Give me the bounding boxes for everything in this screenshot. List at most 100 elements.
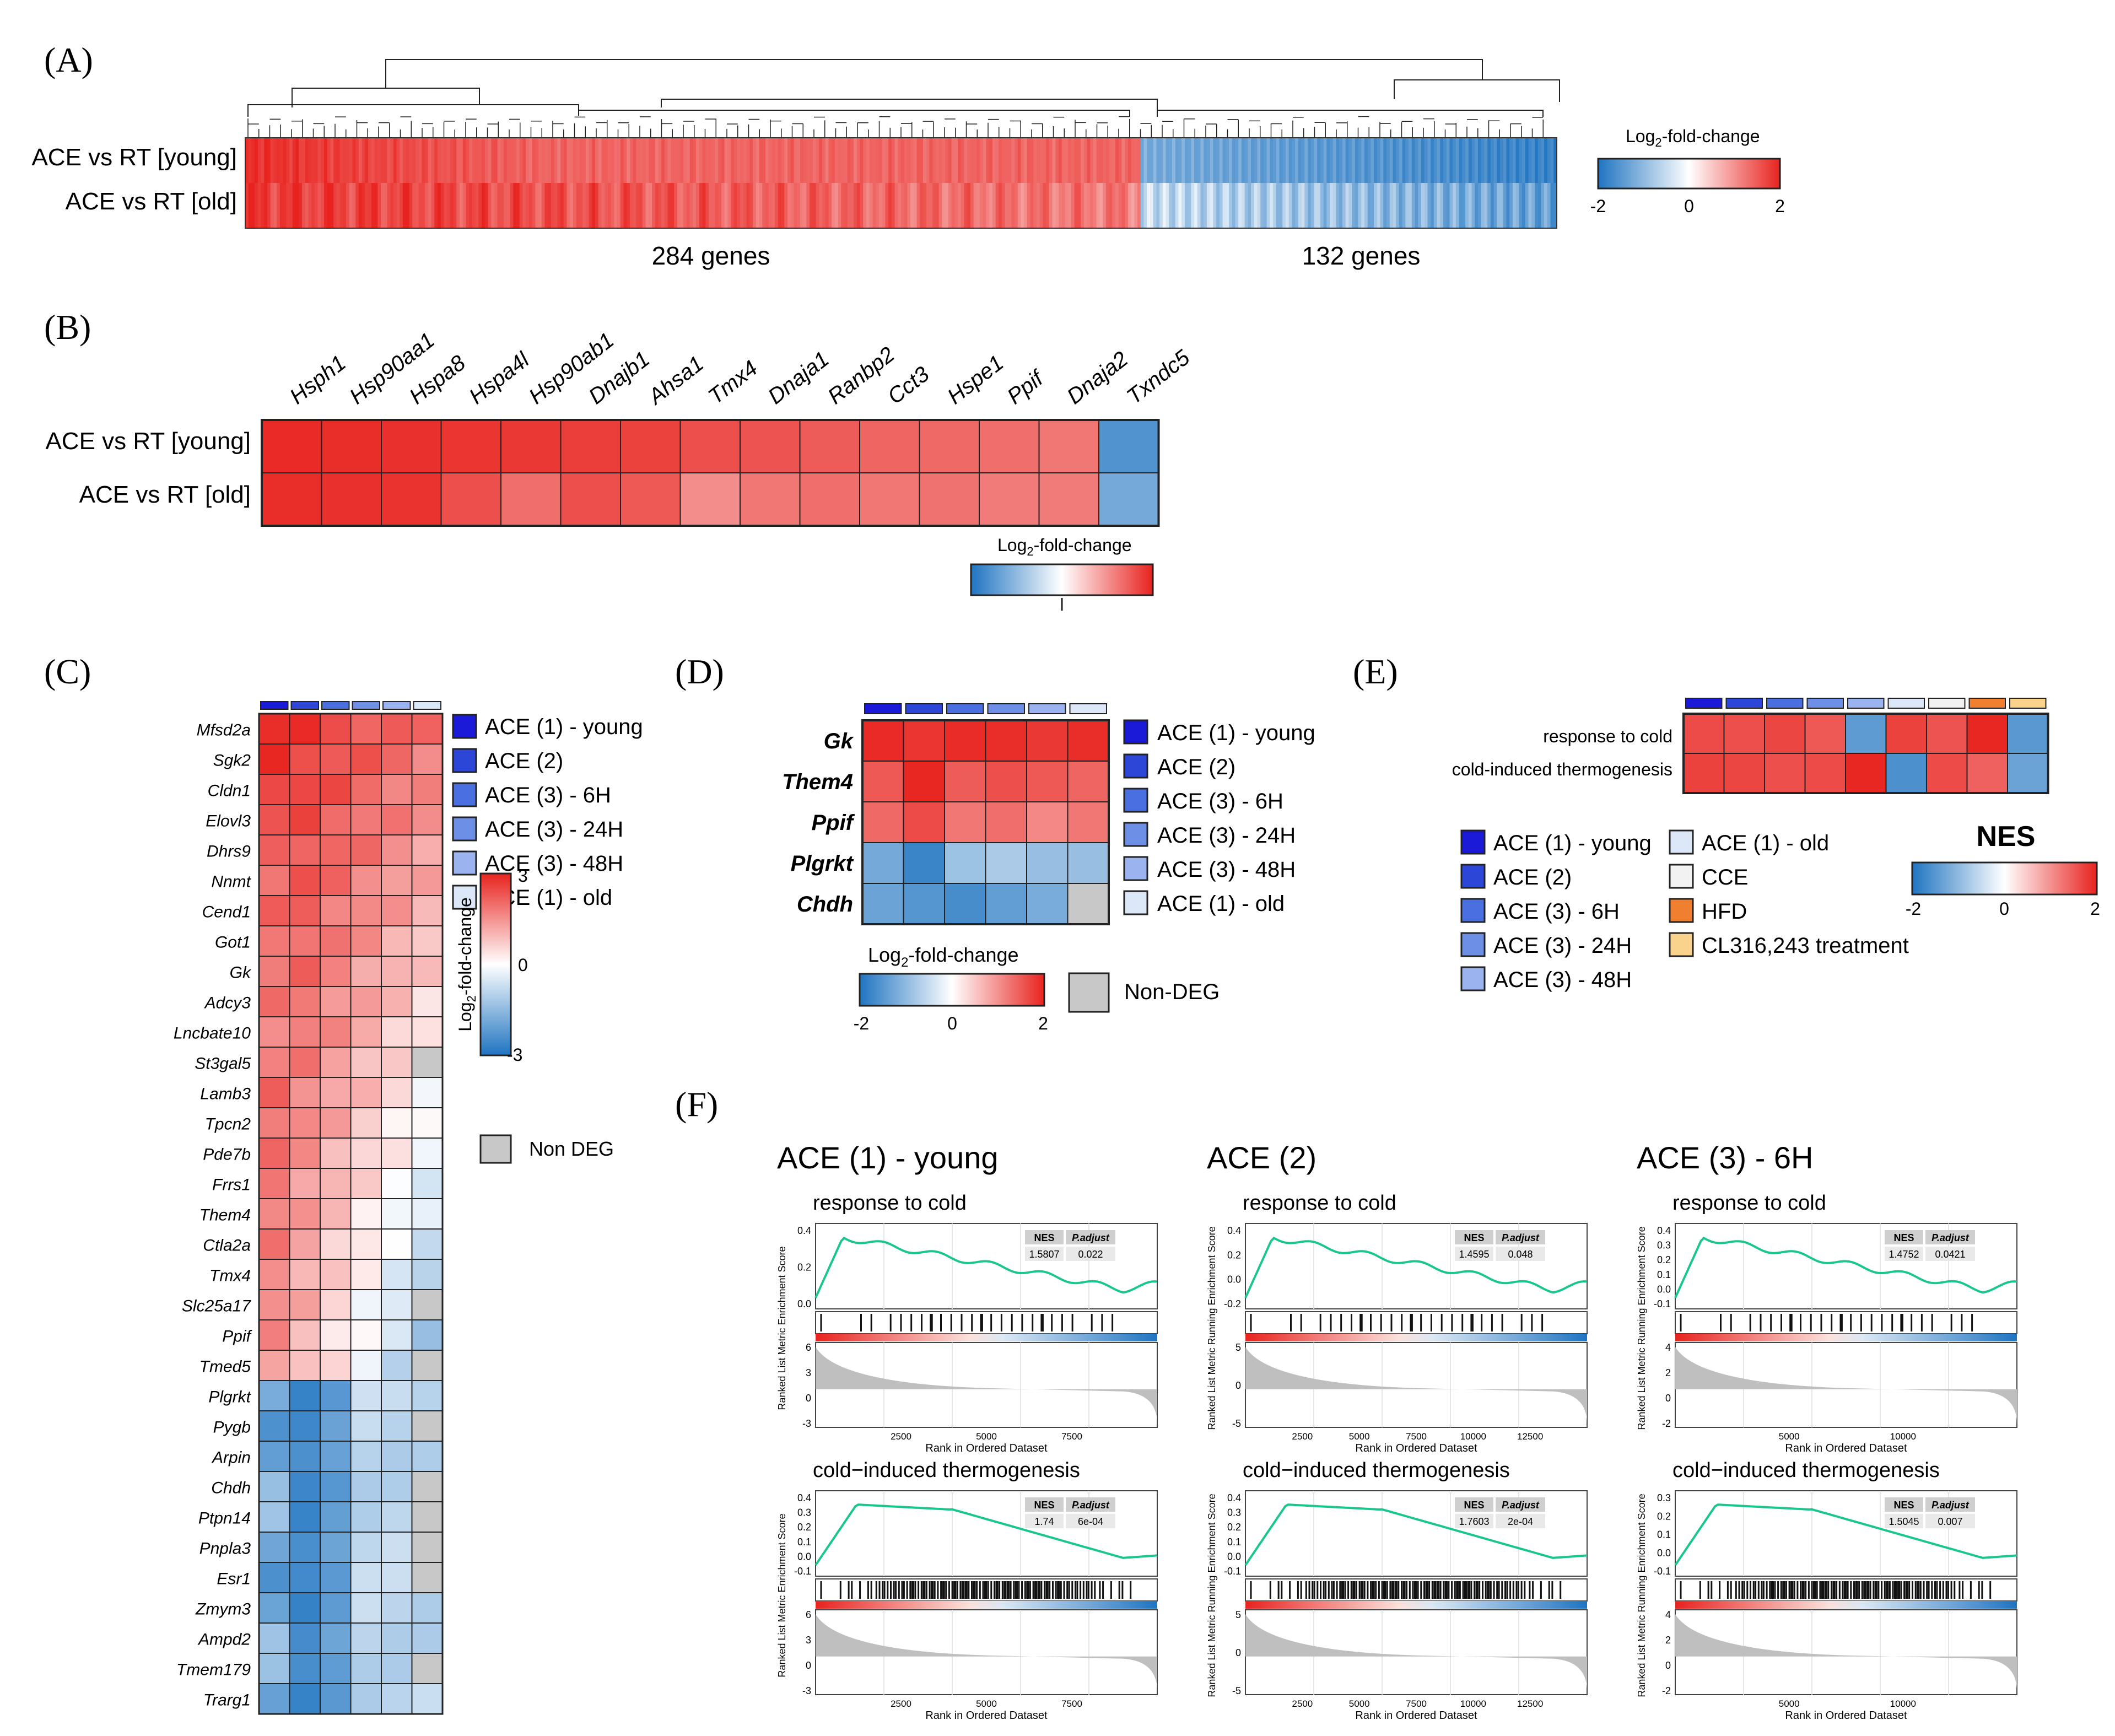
heat-cell-old [951,183,955,228]
heat-cell [862,842,904,884]
heat-cell-old [324,183,328,228]
heat-cell-young [1361,138,1365,183]
heat-cell [289,925,321,957]
heat-cell-old [440,183,445,228]
heat-cell-young [1371,138,1374,183]
gene-label: Adcy3 [204,994,251,1012]
heat-cell-old [475,183,479,228]
gsea-hits-axes [815,1311,1158,1334]
y-tick: 0.3 [1657,1492,1671,1503]
heat-cell-old [854,183,857,228]
heat-cell [258,1259,290,1290]
heat-cell-young [812,138,817,183]
heat-cell-young [1317,138,1321,183]
heat-cell-young [371,138,375,183]
ranked-metric-area [1675,1347,2017,1424]
x-tick: 7500 [1406,1699,1427,1709]
heat-cell [411,1441,443,1472]
heat-cell-young [854,138,857,183]
heat-cell-old [488,183,492,228]
legend-swatch [1669,864,1694,889]
gsea-column-title: ACE (3) - 6H [1637,1140,1814,1175]
heat-cell-old [860,183,864,228]
heat-cell-old [1415,183,1418,228]
panel-b: (B) Hsph1Hsp90aa1Hspa8Hspa4lHsp90ab1Dnaj… [44,308,1195,611]
heat-cell-old [592,183,596,228]
heat-cell [320,956,352,987]
heat-cell [381,1350,413,1381]
heat-cell [258,1107,290,1139]
heat-cell [1026,761,1069,802]
panel-c-colorbar-group: Log2-fold-change 3 0 -3 Non DEG [455,866,614,1164]
heat-cell-old [822,183,826,228]
heat-cell-old [362,183,365,228]
heat-cell-old [1052,183,1056,228]
heat-cell-old [920,183,924,228]
gene-label: Lncbate10 [174,1025,251,1043]
heat-cell-old [1105,183,1110,228]
heat-cell-young [516,138,520,183]
heat-cell-old [607,183,612,228]
heat-cell-young [733,138,738,183]
heat-cell-young [1005,138,1009,183]
gsea-set-name: response to cold [813,1192,967,1215]
gene-label: St3gal5 [195,1055,251,1073]
panel-c-tick-top: 3 [518,866,528,886]
heat-cell-old [1449,183,1453,228]
heat-cell-young [403,138,407,183]
heat-cell-old [1421,183,1425,228]
heat-cell [411,1016,443,1048]
gene-label: Elovl3 [206,812,251,831]
heat-cell-young [919,419,980,473]
heat-cell-young [838,138,841,183]
heat-cell-old [1229,183,1233,228]
heat-cell-young [649,138,652,183]
heat-cell-young [1037,138,1040,183]
heat-cell-young [1008,138,1012,183]
panel-b-legend: Log2-fold-change [970,535,1154,611]
heat-cell-old [585,183,590,228]
heat-cell [258,1683,290,1715]
heat-cell-old [1014,183,1018,228]
heat-cell-young [1127,138,1132,183]
heat-cell-old [333,183,337,228]
heat-cell [258,956,290,987]
padj-header: P.adjust [1072,1232,1110,1243]
metric-tick: 0 [1665,1393,1671,1404]
rank-color-band [1675,1601,2017,1609]
heat-cell-young [961,138,965,183]
gsea-set-name: cold−induced thermogenesis [813,1459,1080,1482]
heat-cell-young [803,138,807,183]
heat-cell-old [482,183,485,228]
heat-cell [289,1137,321,1169]
heat-cell-old [1074,183,1078,228]
heat-cell-young [1206,138,1211,183]
heat-cell-old [1169,183,1173,228]
heat-cell-young [497,138,501,183]
heat-cell-old [346,183,350,228]
heat-cell [381,1622,413,1654]
heat-cell-young [1374,138,1378,183]
metric-tick: 0 [1665,1660,1671,1671]
heat-cell [289,1562,321,1593]
heat-cell-young [1191,138,1195,183]
heat-cell-young [1229,138,1233,183]
heat-cell [320,1319,352,1351]
heat-cell [258,834,290,866]
heat-cell-young [1348,138,1352,183]
heat-cell-old [1534,183,1539,228]
heat-cell-young [1355,138,1359,183]
heat-cell-young [976,138,980,183]
heat-cell-old [891,183,895,228]
heat-cell-old [781,183,785,228]
heat-cell-old [740,472,801,526]
heat-cell-old [491,183,495,228]
x-axis-label: Rank in Ordered Dataset [925,1442,1048,1454]
heat-cell-young [1090,138,1094,183]
y-tick: 0.1 [1657,1529,1671,1540]
heat-cell-young [1238,138,1242,183]
heat-cell-young [680,138,684,183]
heat-cell-old [381,183,385,228]
heat-cell-young [721,138,725,183]
